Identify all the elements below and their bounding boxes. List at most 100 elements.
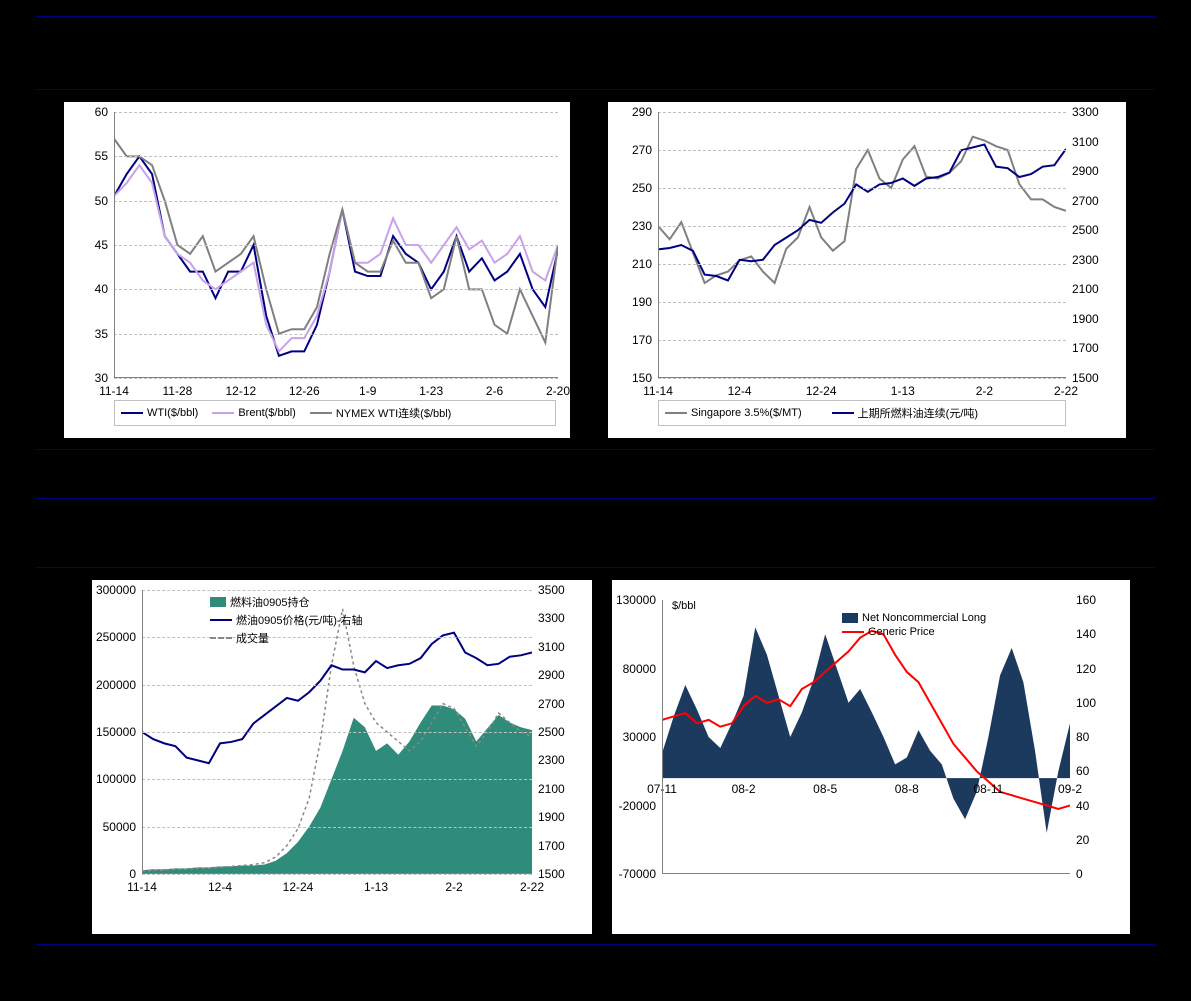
y-axis-right-label: 2100 [532, 782, 565, 796]
chart-legend: Net Noncommercial Long Generic Price [842, 610, 986, 640]
fuel-oil-position-chart: 0500001000001500002000002500003000001500… [92, 580, 592, 934]
legend-label: 燃料油0905持仓 [230, 594, 309, 610]
legend-label: 燃油0905价格(元/吨)-右轴 [236, 612, 363, 628]
divider [36, 16, 1155, 17]
y-axis-right-label: 60 [1070, 764, 1089, 778]
y-axis-right-label: 3100 [1066, 135, 1099, 149]
divider [36, 944, 1155, 945]
legend-label: NYMEX WTI连续($/bbl) [336, 405, 452, 421]
y-axis-right-label: 1900 [1066, 312, 1099, 326]
y-axis-right-label: 140 [1070, 627, 1096, 641]
divider [36, 567, 1155, 568]
x-axis-label: 09-2 [1058, 778, 1082, 796]
divider [36, 449, 1155, 450]
y-axis-right-label: 2900 [1066, 164, 1099, 178]
y-axis-label: 250000 [96, 630, 142, 644]
y-axis-label: 50000 [103, 820, 142, 834]
y-axis-label: 50 [95, 194, 114, 208]
chart-legend: Singapore 3.5%($/MT) 上期所燃料油连续(元/吨) [658, 400, 1066, 426]
y-axis-label: 170 [632, 333, 658, 347]
y-axis-label: 55 [95, 149, 114, 163]
x-axis-label: 1-13 [364, 874, 388, 894]
y-axis-label: 80000 [623, 662, 662, 676]
y-axis-label: 35 [95, 327, 114, 341]
legend-label: 成交量 [236, 630, 269, 646]
y-axis-label: 40 [95, 282, 114, 296]
y-axis-label: 290 [632, 105, 658, 119]
y-axis-label: 230 [632, 219, 658, 233]
x-axis-label: 12-4 [728, 378, 752, 398]
x-axis-label: 11-14 [643, 378, 673, 398]
x-axis-label: 12-12 [225, 378, 256, 398]
chart-plot-area: 3035404550556011-1411-2812-1212-261-91-2… [114, 112, 558, 378]
y-axis-right-label: 2100 [1066, 282, 1099, 296]
legend-label: WTI($/bbl) [147, 407, 198, 419]
x-axis-label: 2-6 [486, 378, 503, 398]
x-axis-label: 1-9 [359, 378, 376, 398]
divider [36, 89, 1155, 90]
x-axis-label: 2-22 [520, 874, 544, 894]
y-axis-label: 300000 [96, 583, 142, 597]
chart-lines [662, 600, 1070, 874]
y-axis-right-label: 120 [1070, 662, 1096, 676]
y-axis-label: 150000 [96, 725, 142, 739]
y-axis-right-label: 1900 [532, 810, 565, 824]
y-axis-right-label: 40 [1070, 799, 1089, 813]
crude-oil-price-chart: 3035404550556011-1411-2812-1212-261-91-2… [64, 102, 570, 438]
y-axis-label: 200000 [96, 678, 142, 692]
x-axis-label: 11-14 [127, 874, 157, 894]
x-axis-label: 2-22 [1054, 378, 1078, 398]
y-axis-right-label: 1700 [532, 839, 565, 853]
y-axis-right-label: 160 [1070, 593, 1096, 607]
x-axis-label: 08-5 [813, 778, 837, 796]
y-axis-label: 45 [95, 238, 114, 252]
y-axis-right-label: 0 [1070, 867, 1083, 881]
y-axis-right-label: 3100 [532, 640, 565, 654]
x-axis-label: 1-23 [419, 378, 443, 398]
x-axis-label: 08-11 [973, 778, 1003, 796]
fuel-oil-price-chart: 1501701902102302502702901500170019002100… [608, 102, 1126, 438]
y-axis-right-label: 2300 [532, 753, 565, 767]
chart-lines [658, 112, 1066, 378]
x-axis-label: 2-2 [976, 378, 993, 398]
y-axis-right-label: 2300 [1066, 253, 1099, 267]
y-axis-right-label: 3300 [1066, 105, 1099, 119]
y-axis-right-label: 2500 [532, 725, 565, 739]
x-axis-label: 2-2 [445, 874, 462, 894]
y-axis-label: 60 [95, 105, 114, 119]
x-axis-label: 08-8 [895, 778, 919, 796]
y-axis-label: 100000 [96, 772, 142, 786]
x-axis-label: 12-24 [283, 874, 314, 894]
y-axis-right-label: 2700 [532, 697, 565, 711]
legend-label: Brent($/bbl) [238, 407, 295, 419]
y-axis-right-label: 2500 [1066, 223, 1099, 237]
legend-label: Singapore 3.5%($/MT) [691, 407, 802, 419]
legend-label: Net Noncommercial Long [862, 612, 986, 624]
chart-legend: 燃料油0905持仓燃油0905价格(元/吨)-右轴成交量 [210, 592, 363, 648]
y-axis-label: -70000 [619, 867, 662, 881]
x-axis-label: 2-20 [546, 378, 570, 398]
y-axis-right-label: 80 [1070, 730, 1089, 744]
chart-plot-area: $/bbl -70000-200003000080000130000020406… [662, 600, 1070, 874]
x-axis-label: 12-4 [208, 874, 232, 894]
x-axis-label: 12-26 [289, 378, 320, 398]
y-axis-label: -20000 [619, 799, 662, 813]
chart-legend: WTI($/bbl) Brent($/bbl) NYMEX WTI连续($/bbl) [114, 400, 556, 426]
y-axis-right-label: 3300 [532, 611, 565, 625]
y-axis-right-label: 2700 [1066, 194, 1099, 208]
divider [36, 498, 1155, 499]
y-axis-label: 30000 [623, 730, 662, 744]
y-axis-right-label: 2900 [532, 668, 565, 682]
y-axis-label: 250 [632, 181, 658, 195]
legend-label: 上期所燃料油连续(元/吨) [858, 405, 978, 421]
y-axis-right-label: 20 [1070, 833, 1089, 847]
cftc-position-chart: $/bbl -70000-200003000080000130000020406… [612, 580, 1130, 934]
x-axis-label: 1-13 [891, 378, 915, 398]
x-axis-label: 12-24 [806, 378, 837, 398]
legend-label: Generic Price [868, 626, 935, 638]
y-axis-label: 130000 [616, 593, 662, 607]
y-axis-right-label: 3500 [532, 583, 565, 597]
x-axis-label: 11-28 [163, 378, 193, 398]
y-axis-label: 210 [632, 257, 658, 271]
y-axis-label: 270 [632, 143, 658, 157]
